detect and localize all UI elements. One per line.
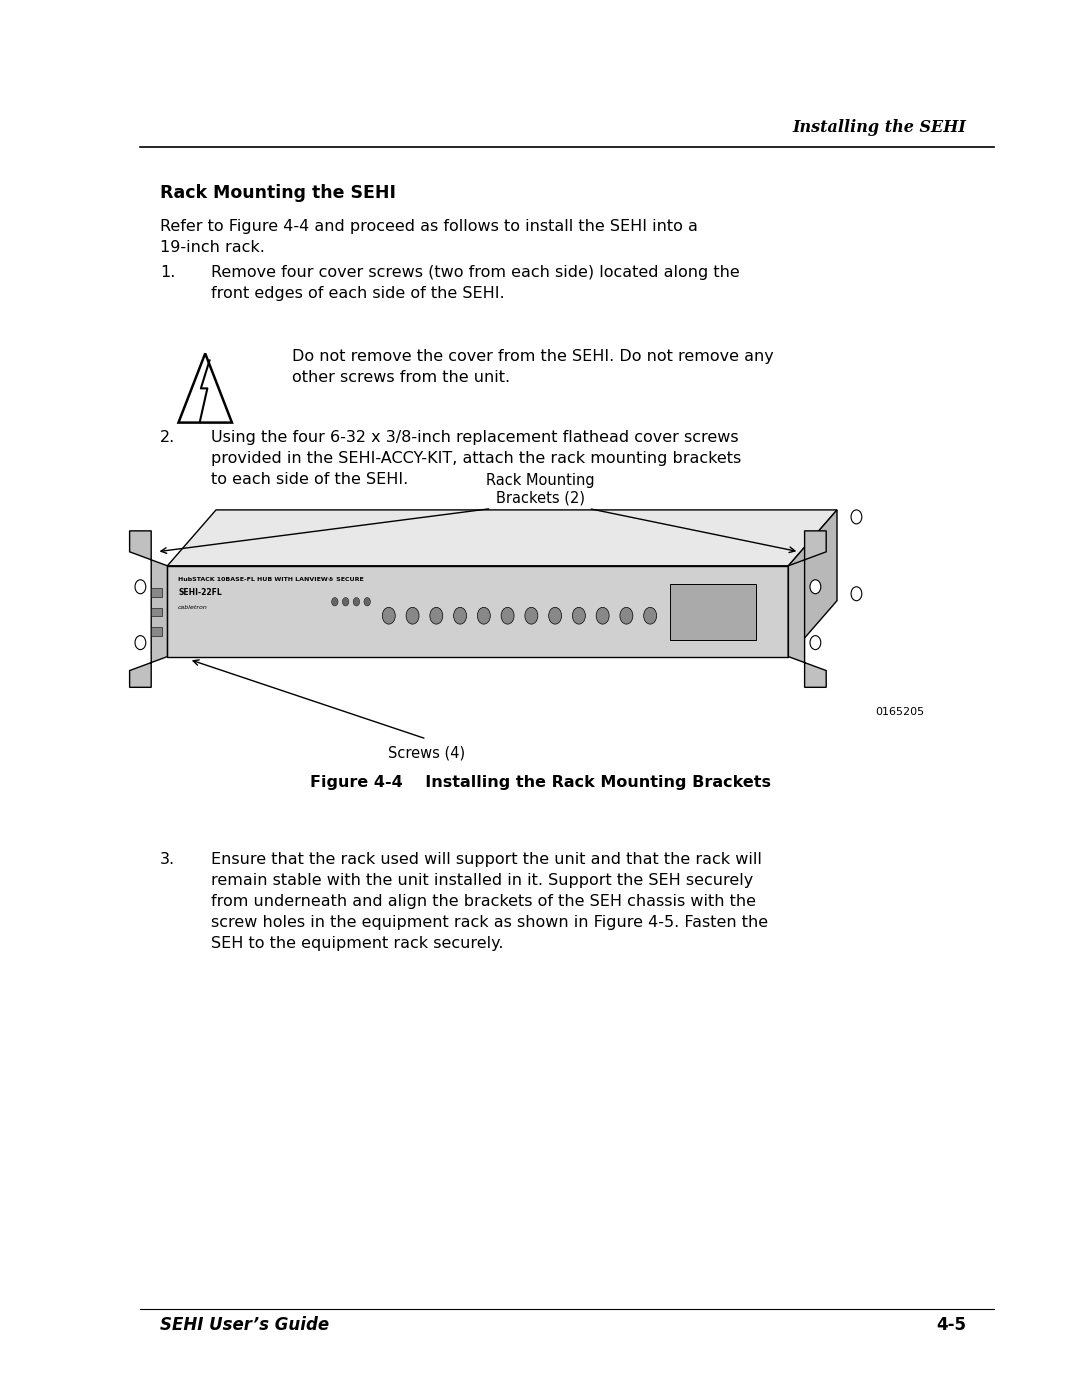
Circle shape — [135, 636, 146, 650]
Text: 0165205: 0165205 — [875, 707, 923, 717]
Text: Installing the SEHI: Installing the SEHI — [793, 119, 967, 136]
Circle shape — [364, 598, 370, 606]
Circle shape — [810, 580, 821, 594]
Circle shape — [135, 580, 146, 594]
Circle shape — [332, 598, 338, 606]
Circle shape — [342, 598, 349, 606]
Circle shape — [353, 598, 360, 606]
Circle shape — [382, 608, 395, 624]
Text: HubSTACK 10BASE-FL HUB WITH LANVIEW® SECURE: HubSTACK 10BASE-FL HUB WITH LANVIEW® SEC… — [178, 577, 364, 583]
Circle shape — [851, 587, 862, 601]
Polygon shape — [130, 531, 167, 687]
Circle shape — [572, 608, 585, 624]
Circle shape — [596, 608, 609, 624]
Polygon shape — [167, 566, 788, 657]
Circle shape — [525, 608, 538, 624]
Polygon shape — [788, 531, 826, 687]
Text: Using the four 6-32 x 3/8-inch replacement flathead cover screws
provided in the: Using the four 6-32 x 3/8-inch replaceme… — [211, 430, 741, 488]
Text: 1.: 1. — [160, 265, 175, 281]
Bar — [670, 584, 756, 640]
Text: Do not remove the cover from the SEHI. Do not remove any
other screws from the u: Do not remove the cover from the SEHI. D… — [292, 349, 773, 386]
Circle shape — [810, 636, 821, 650]
Text: 4-5: 4-5 — [936, 1316, 967, 1334]
Circle shape — [549, 608, 562, 624]
Bar — [151, 588, 162, 597]
Circle shape — [430, 608, 443, 624]
Text: 3.: 3. — [160, 852, 175, 868]
Text: 2.: 2. — [160, 430, 175, 446]
Text: Screws (4): Screws (4) — [388, 746, 465, 761]
Circle shape — [406, 608, 419, 624]
Text: Refer to Figure 4-4 and proceed as follows to install the SEHI into a
19-inch ra: Refer to Figure 4-4 and proceed as follo… — [160, 219, 698, 256]
Circle shape — [501, 608, 514, 624]
Text: cabletron: cabletron — [178, 605, 208, 610]
Text: Figure 4-4    Installing the Rack Mounting Brackets: Figure 4-4 Installing the Rack Mounting … — [310, 775, 770, 791]
Circle shape — [454, 608, 467, 624]
Circle shape — [851, 510, 862, 524]
Text: Rack Mounting
Brackets (2): Rack Mounting Brackets (2) — [486, 474, 594, 506]
Text: Ensure that the rack used will support the unit and that the rack will
remain st: Ensure that the rack used will support t… — [211, 852, 768, 951]
Text: Remove four cover screws (two from each side) located along the
front edges of e: Remove four cover screws (two from each … — [211, 265, 740, 302]
Circle shape — [477, 608, 490, 624]
Bar — [151, 627, 162, 636]
Bar — [151, 608, 162, 616]
Polygon shape — [167, 510, 837, 566]
Text: SEHI User’s Guide: SEHI User’s Guide — [160, 1316, 329, 1334]
Text: Rack Mounting the SEHI: Rack Mounting the SEHI — [160, 184, 396, 203]
Polygon shape — [788, 510, 837, 657]
Text: SEHI-22FL: SEHI-22FL — [178, 588, 222, 597]
Circle shape — [644, 608, 657, 624]
Circle shape — [620, 608, 633, 624]
